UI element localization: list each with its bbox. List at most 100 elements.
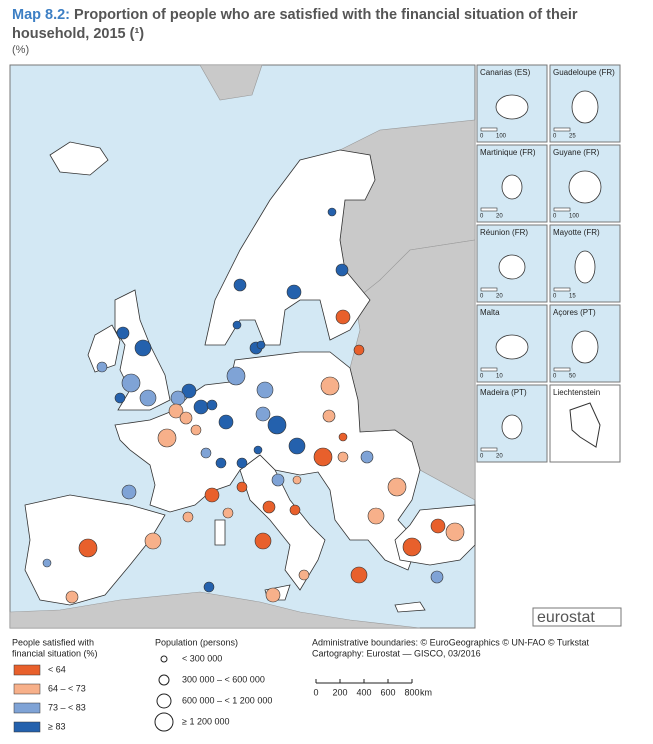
inset-land xyxy=(568,170,602,204)
inset-scale-bar xyxy=(480,127,498,132)
inset-scale-bar xyxy=(553,367,571,372)
region-dot xyxy=(168,403,184,419)
population-symbol xyxy=(156,693,172,709)
scale-unit: km xyxy=(420,687,432,697)
credit: Cartography: Eurostat — GISCO, 03/2016 xyxy=(312,648,481,658)
inset-scale-label: 0 xyxy=(480,294,484,300)
population-label: 300 000 – < 600 000 xyxy=(182,674,265,684)
inset-scale-label: 10 xyxy=(496,374,503,380)
population-label: ≥ 1 200 000 xyxy=(182,716,229,726)
inset-scale-label: 25 xyxy=(569,134,576,140)
region-dot xyxy=(255,406,271,422)
region-dot xyxy=(215,457,227,469)
inset-land xyxy=(495,94,529,120)
region-dot xyxy=(42,558,52,568)
population-label: < 300 000 xyxy=(182,653,222,663)
region-dot xyxy=(222,507,234,519)
legend-swatch xyxy=(13,683,41,695)
inset-scale-label: 0 xyxy=(480,214,484,220)
inset-scale-label: 0 xyxy=(553,134,557,140)
inset-land xyxy=(498,254,526,280)
region-dot xyxy=(134,339,152,357)
population-label: 600 000 – < 1 200 000 xyxy=(182,695,272,705)
inset-label: Guadeloupe (FR) xyxy=(553,68,615,77)
header: Map 8.2: Proportion of people who are sa… xyxy=(12,6,642,57)
inset-scale-label: 0 xyxy=(480,134,484,140)
region-dot xyxy=(256,381,274,399)
inset-scale-label: 20 xyxy=(496,294,503,300)
legend-swatch xyxy=(13,702,41,714)
inset-scale-label: 100 xyxy=(569,214,580,220)
region-dot xyxy=(289,504,301,516)
logo: eurostat xyxy=(537,609,595,626)
region-dot xyxy=(236,457,248,469)
region-dots xyxy=(42,207,465,604)
region-dot xyxy=(253,445,263,455)
region-dot xyxy=(367,507,385,525)
region-dot xyxy=(445,522,465,542)
region-dot xyxy=(179,411,193,425)
inset-land xyxy=(495,334,529,360)
inset-scale-label: 15 xyxy=(569,294,576,300)
scale-label: 800 xyxy=(404,687,419,697)
inset-scale-bar xyxy=(553,287,571,292)
map-title: Proportion of people who are satisfied w… xyxy=(12,7,578,42)
region-dot xyxy=(322,409,336,423)
region-dot xyxy=(265,587,281,603)
inset-scale-label: 50 xyxy=(569,374,576,380)
population-title: Population (persons) xyxy=(155,637,238,647)
legend-label: ≥ 83 xyxy=(48,721,65,731)
inset-land xyxy=(501,414,523,440)
inset-label: Liechtenstein xyxy=(553,388,600,397)
map-number: Map 8.2: xyxy=(12,7,71,23)
region-dot xyxy=(203,581,215,593)
region-dot xyxy=(181,383,197,399)
inset-scale-bar xyxy=(553,127,571,132)
inset-land xyxy=(574,250,596,284)
legend-swatch xyxy=(13,721,41,733)
region-dot xyxy=(206,399,218,411)
inset-label: Malta xyxy=(480,308,500,317)
scale-label: 400 xyxy=(356,687,371,697)
inset-land xyxy=(569,402,601,448)
inset-label: Canarias (ES) xyxy=(480,68,531,77)
inset-label: Guyane (FR) xyxy=(553,148,600,157)
region-dot xyxy=(254,532,272,550)
scale-label: 200 xyxy=(332,687,347,697)
population-symbol xyxy=(158,674,170,686)
credit: Administrative boundaries: © EuroGeograp… xyxy=(312,637,590,647)
population-symbol xyxy=(154,712,174,732)
inset-scale-bar xyxy=(480,367,498,372)
region-dot xyxy=(298,569,310,581)
inset-scale-label: 0 xyxy=(553,214,557,220)
inset-label: Madeira (PT) xyxy=(480,388,527,397)
region-dot xyxy=(157,428,177,448)
inset-label: Réunion (FR) xyxy=(480,228,528,237)
inset-scale-label: 0 xyxy=(553,294,557,300)
inset-scale-bar xyxy=(553,207,571,212)
region-dot xyxy=(288,437,306,455)
legend-title: financial situation (%) xyxy=(12,648,98,658)
scale-label: 0 xyxy=(313,687,318,697)
inset-land xyxy=(571,330,599,364)
inset-scale-label: 0 xyxy=(480,374,484,380)
region-dot xyxy=(204,487,220,503)
population-symbol xyxy=(160,655,168,663)
region-dot xyxy=(360,450,374,464)
region-dot xyxy=(256,340,266,350)
inset-scale-label: 20 xyxy=(496,214,503,220)
logo-box xyxy=(532,607,622,627)
region-dot xyxy=(320,376,340,396)
inset-label: Açores (PT) xyxy=(553,308,596,317)
region-dot xyxy=(262,500,276,514)
region-dot xyxy=(182,511,194,523)
region-dot xyxy=(402,537,422,557)
inset-scale-bar xyxy=(480,447,498,452)
region-dot xyxy=(337,451,349,463)
region-dot xyxy=(335,309,351,325)
region-dot xyxy=(218,414,234,430)
region-dot xyxy=(313,447,333,467)
region-dot xyxy=(170,390,186,406)
